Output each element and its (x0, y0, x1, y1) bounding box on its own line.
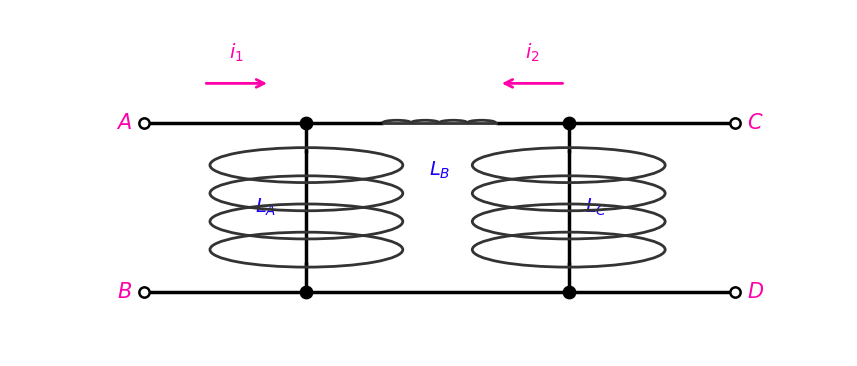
Point (728, 289, 741, 295)
Text: $C$: $C$ (746, 113, 764, 133)
Text: $L_B$: $L_B$ (428, 160, 450, 181)
Text: $i_1$: $i_1$ (229, 41, 244, 64)
Text: $A$: $A$ (116, 113, 132, 133)
Point (562, 289, 576, 295)
Point (728, 120, 741, 126)
Text: $D$: $D$ (746, 282, 764, 302)
Point (137, 289, 151, 295)
Point (562, 120, 576, 126)
Point (300, 289, 314, 295)
Text: $L_C$: $L_C$ (585, 197, 608, 218)
Point (300, 120, 314, 126)
Text: $B$: $B$ (117, 282, 132, 302)
Text: $i_2$: $i_2$ (524, 41, 540, 64)
Text: $L_A$: $L_A$ (255, 197, 277, 218)
Point (137, 120, 151, 126)
